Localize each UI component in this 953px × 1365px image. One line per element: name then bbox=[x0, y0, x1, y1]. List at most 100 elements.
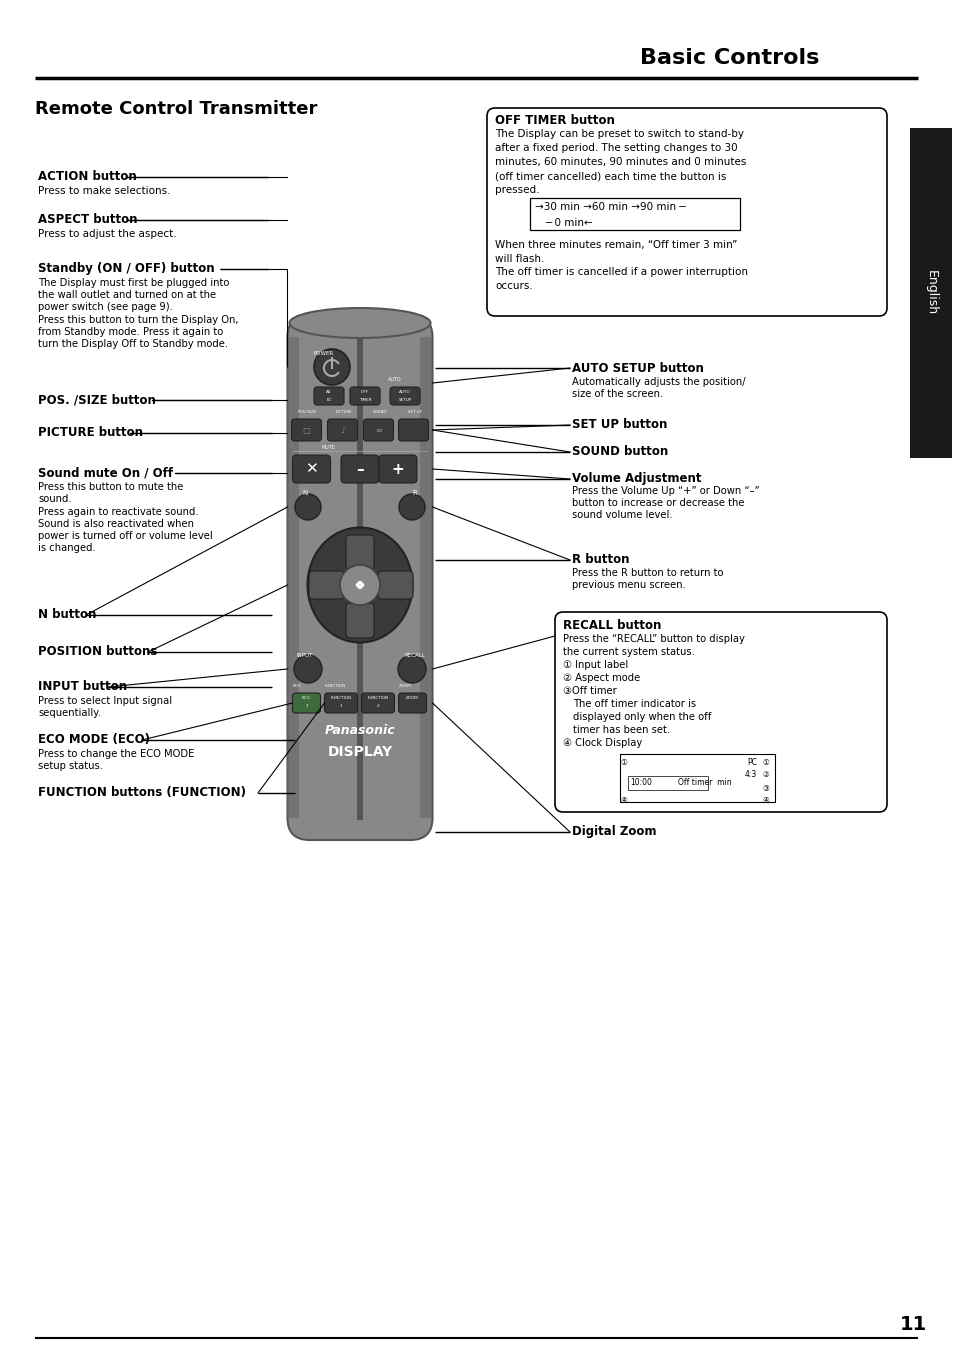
Circle shape bbox=[314, 349, 350, 385]
Text: Sound mute On / Off: Sound mute On / Off bbox=[38, 465, 172, 479]
Text: AS: AS bbox=[326, 390, 332, 394]
Text: SET UP: SET UP bbox=[407, 410, 421, 414]
Text: FUNCTION buttons (FUNCTION): FUNCTION buttons (FUNCTION) bbox=[38, 786, 246, 799]
Text: English: English bbox=[923, 270, 937, 315]
Text: size of the screen.: size of the screen. bbox=[572, 389, 662, 399]
Text: timer has been set.: timer has been set. bbox=[573, 725, 669, 734]
Ellipse shape bbox=[307, 527, 412, 643]
Text: Basic Controls: Basic Controls bbox=[639, 48, 819, 68]
Bar bbox=[420, 337, 432, 818]
Text: minutes, 60 minutes, 90 minutes and 0 minutes: minutes, 60 minutes, 90 minutes and 0 mi… bbox=[495, 157, 745, 167]
Text: 1: 1 bbox=[339, 704, 342, 708]
Text: OFF: OFF bbox=[360, 390, 369, 394]
Text: SOUND button: SOUND button bbox=[572, 445, 667, 459]
Text: previous menu screen.: previous menu screen. bbox=[572, 580, 685, 590]
Text: The Display can be preset to switch to stand-by: The Display can be preset to switch to s… bbox=[495, 130, 743, 139]
Bar bbox=[627, 775, 707, 790]
Text: POSITION buttons: POSITION buttons bbox=[38, 646, 157, 658]
FancyBboxPatch shape bbox=[350, 388, 379, 405]
Text: 2: 2 bbox=[376, 704, 379, 708]
Text: Press the R button to return to: Press the R button to return to bbox=[572, 568, 722, 577]
Text: ─ 0 min←: ─ 0 min← bbox=[544, 218, 592, 228]
FancyBboxPatch shape bbox=[293, 693, 320, 713]
Text: occurs.: occurs. bbox=[495, 281, 532, 291]
Text: ①: ① bbox=[761, 758, 768, 767]
Text: (off timer cancelled) each time the button is: (off timer cancelled) each time the butt… bbox=[495, 171, 725, 182]
FancyBboxPatch shape bbox=[398, 419, 428, 441]
Text: AUTO: AUTO bbox=[388, 377, 401, 382]
Text: ≡: ≡ bbox=[375, 426, 381, 434]
Text: 1: 1 bbox=[305, 704, 308, 708]
FancyBboxPatch shape bbox=[309, 571, 344, 599]
Text: SETUP: SETUP bbox=[398, 399, 411, 403]
FancyBboxPatch shape bbox=[292, 419, 321, 441]
Text: ECO: ECO bbox=[302, 696, 311, 700]
Text: →30 min →60 min →90 min ─: →30 min →60 min →90 min ─ bbox=[535, 202, 685, 212]
Text: turn the Display Off to Standby mode.: turn the Display Off to Standby mode. bbox=[38, 339, 228, 349]
Text: Sound is also reactivated when: Sound is also reactivated when bbox=[38, 519, 193, 530]
Text: RECALL button: RECALL button bbox=[562, 618, 660, 632]
FancyBboxPatch shape bbox=[327, 419, 357, 441]
Text: is changed.: is changed. bbox=[38, 543, 95, 553]
Text: Press to change the ECO MODE: Press to change the ECO MODE bbox=[38, 749, 194, 759]
FancyBboxPatch shape bbox=[340, 455, 378, 483]
Text: Digital Zoom: Digital Zoom bbox=[572, 824, 656, 838]
Text: the wall outlet and turned on at the: the wall outlet and turned on at the bbox=[38, 289, 216, 300]
Text: ④: ④ bbox=[761, 796, 768, 805]
Text: DISPLAY: DISPLAY bbox=[327, 745, 393, 759]
Bar bbox=[287, 337, 299, 818]
Text: AUTO: AUTO bbox=[398, 390, 411, 394]
Text: The off timer is cancelled if a power interruption: The off timer is cancelled if a power in… bbox=[495, 268, 747, 277]
FancyBboxPatch shape bbox=[346, 603, 374, 637]
Text: Press to select Input signal: Press to select Input signal bbox=[38, 696, 172, 706]
Text: ① Input label: ① Input label bbox=[562, 661, 628, 670]
Text: Standby (ON / OFF) button: Standby (ON / OFF) button bbox=[38, 262, 214, 274]
Text: displayed only when the off: displayed only when the off bbox=[573, 713, 711, 722]
Text: TIMER: TIMER bbox=[358, 399, 371, 403]
Text: button to increase or decrease the: button to increase or decrease the bbox=[572, 498, 743, 508]
Text: INPUT: INPUT bbox=[296, 652, 313, 658]
Text: SET UP button: SET UP button bbox=[572, 418, 667, 431]
Text: Remote Control Transmitter: Remote Control Transmitter bbox=[35, 100, 317, 117]
Text: ECO MODE (ECO): ECO MODE (ECO) bbox=[38, 733, 150, 747]
FancyBboxPatch shape bbox=[398, 693, 426, 713]
Text: ④ Clock Display: ④ Clock Display bbox=[562, 738, 641, 748]
Text: pressed.: pressed. bbox=[495, 186, 539, 195]
Text: R button: R button bbox=[572, 553, 629, 566]
Text: Volume Adjustment: Volume Adjustment bbox=[572, 472, 700, 485]
Text: POS. /SIZE button: POS. /SIZE button bbox=[38, 393, 155, 405]
Circle shape bbox=[294, 655, 322, 682]
Text: 10:00: 10:00 bbox=[629, 778, 651, 788]
Text: N: N bbox=[302, 490, 307, 495]
Text: FUNCTION: FUNCTION bbox=[330, 696, 352, 700]
Text: ② Aspect mode: ② Aspect mode bbox=[562, 673, 639, 682]
Text: power is turned off or volume level: power is turned off or volume level bbox=[38, 531, 213, 541]
Text: POWER: POWER bbox=[314, 351, 334, 356]
Text: FUNCTION: FUNCTION bbox=[324, 684, 345, 688]
FancyBboxPatch shape bbox=[287, 315, 432, 839]
Text: Press to adjust the aspect.: Press to adjust the aspect. bbox=[38, 229, 176, 239]
Text: power switch (see page 9).: power switch (see page 9). bbox=[38, 302, 172, 313]
Text: sound.: sound. bbox=[38, 494, 71, 504]
Circle shape bbox=[294, 494, 320, 520]
Text: +: + bbox=[392, 461, 404, 476]
Text: ②: ② bbox=[761, 770, 768, 779]
Text: setup status.: setup status. bbox=[38, 762, 103, 771]
Circle shape bbox=[339, 565, 379, 605]
Text: the current system status.: the current system status. bbox=[562, 647, 694, 657]
Text: FUNCTION: FUNCTION bbox=[367, 696, 388, 700]
Circle shape bbox=[398, 494, 424, 520]
Text: after a fixed period. The setting changes to 30: after a fixed period. The setting change… bbox=[495, 143, 737, 153]
Text: Press to make selections.: Press to make selections. bbox=[38, 186, 171, 197]
Text: Press the “RECALL” button to display: Press the “RECALL” button to display bbox=[562, 633, 744, 644]
Text: The Display must first be plugged into: The Display must first be plugged into bbox=[38, 278, 229, 288]
Text: POS./SIZE: POS./SIZE bbox=[297, 410, 316, 414]
Text: Panasonic: Panasonic bbox=[324, 723, 395, 737]
Circle shape bbox=[397, 655, 426, 682]
Text: ♪: ♪ bbox=[339, 426, 345, 434]
Text: R: R bbox=[413, 490, 416, 495]
Bar bbox=[530, 198, 740, 229]
FancyBboxPatch shape bbox=[378, 455, 416, 483]
Text: PC: PC bbox=[746, 758, 757, 767]
Text: will flash.: will flash. bbox=[495, 254, 544, 263]
